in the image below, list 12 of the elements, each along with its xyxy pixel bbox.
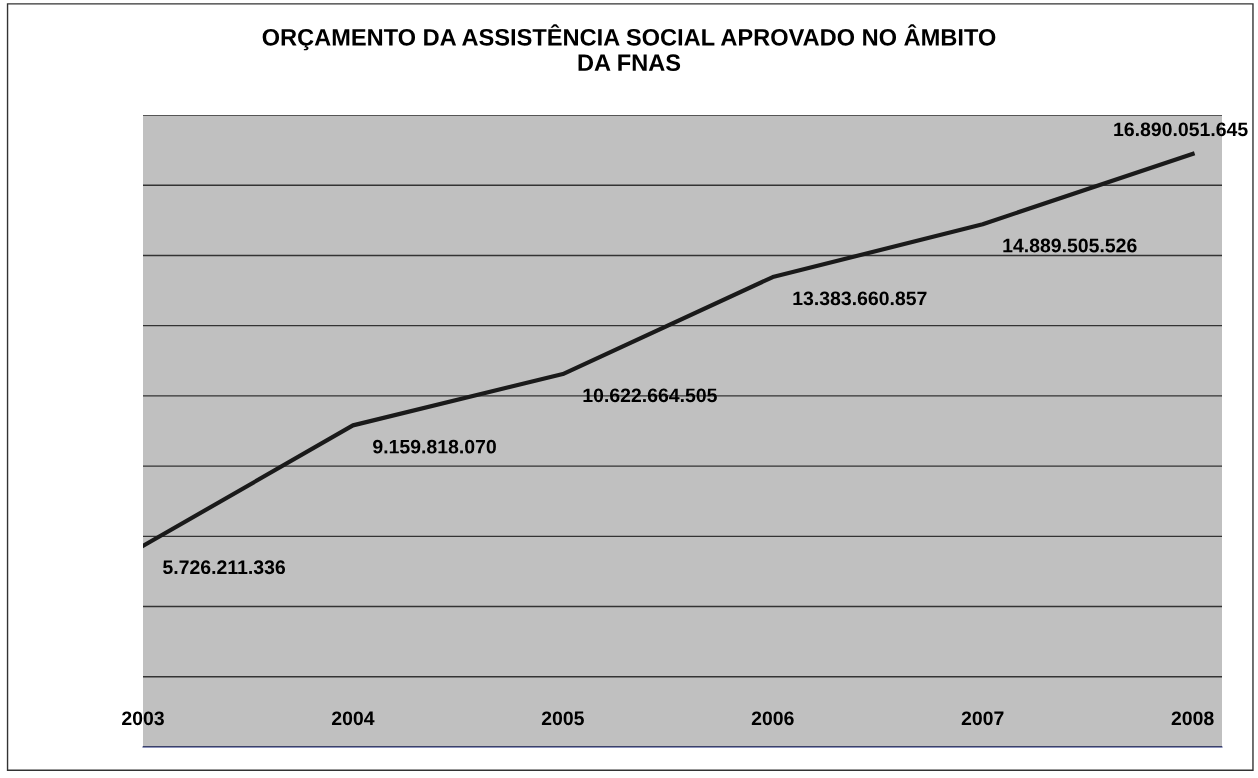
x-tick-label: 2003 [122, 711, 164, 726]
data-label: 9.159.818.070 [373, 439, 496, 454]
x-tick-label: 2004 [331, 711, 375, 726]
x-tick-label: 2008 [1171, 711, 1214, 726]
x-tick-label: 2005 [541, 711, 584, 726]
chart-title: ORÇAMENTO DA ASSISTÊNCIA SOCIAL APROVADO NO ÂMBITO DA FNAS [262, 24, 996, 72]
x-tick-label: 2006 [751, 711, 794, 726]
data-label: 14.889.505.526 [1003, 238, 1137, 253]
data-label: 16.890.051.645 [1114, 122, 1248, 137]
x-tick-label: 2007 [961, 711, 1004, 726]
data-label: 5.726.211.336 [163, 560, 286, 575]
data-label: 13.383.660.857 [793, 291, 927, 306]
